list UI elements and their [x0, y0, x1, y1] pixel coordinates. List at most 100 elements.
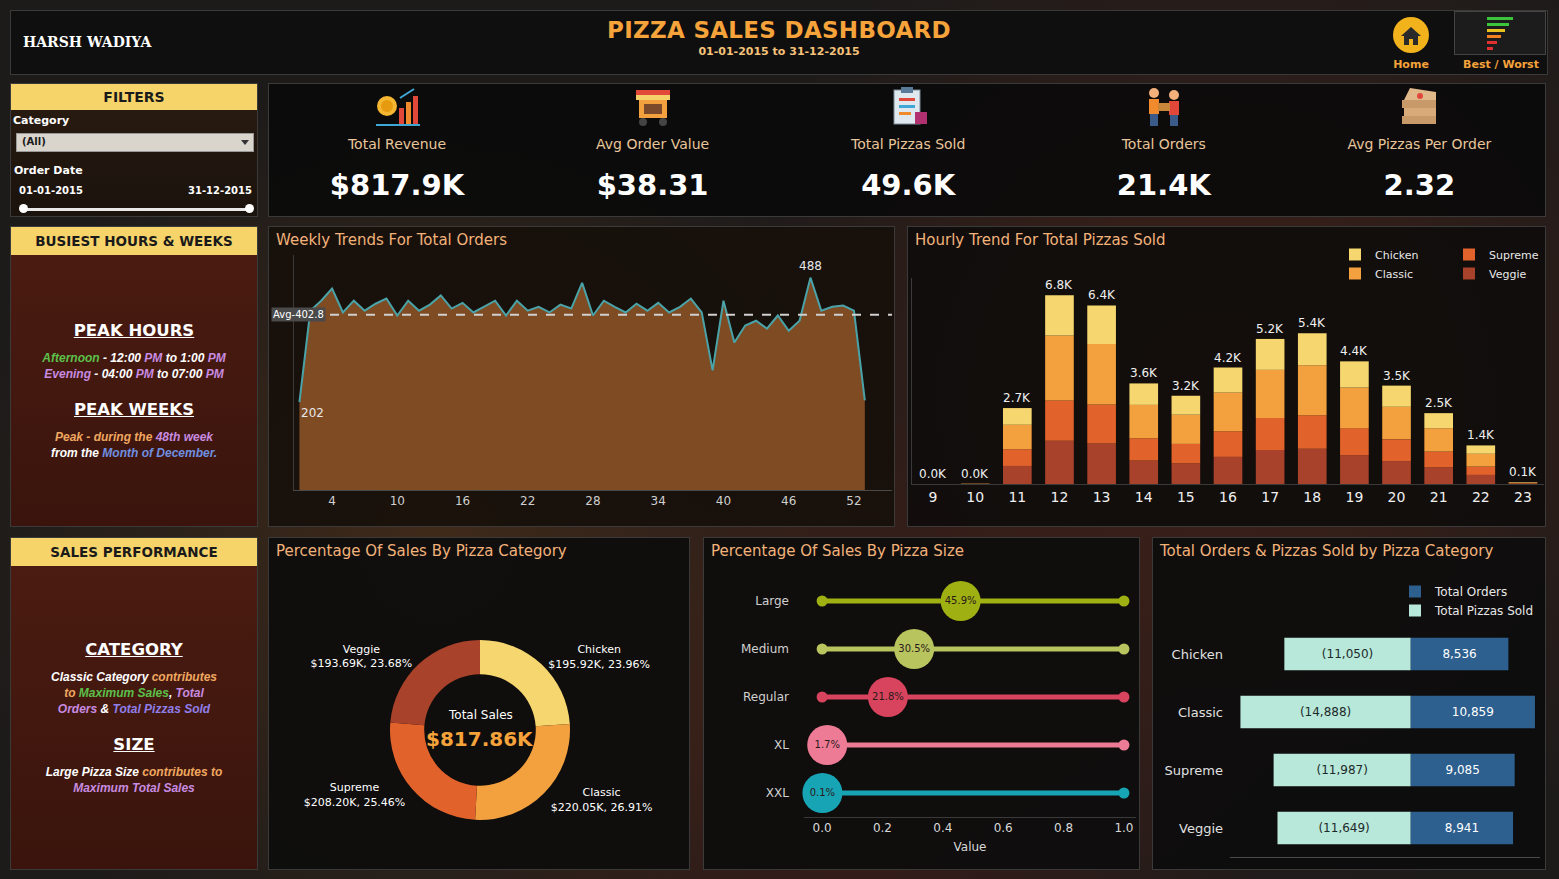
- svg-text:Supreme: Supreme: [1165, 763, 1223, 778]
- svg-text:8,536: 8,536: [1442, 647, 1476, 661]
- svg-text:Veggie: Veggie: [1489, 268, 1526, 281]
- svg-text:2.5K: 2.5K: [1425, 396, 1453, 410]
- svg-text:0.1K: 0.1K: [1509, 465, 1537, 479]
- svg-text:16: 16: [455, 494, 470, 508]
- html-text:21.4K: 21.4K: [1116, 168, 1211, 202]
- html-text:$817.9K: $817.9K: [329, 168, 465, 202]
- svg-text:21: 21: [1430, 489, 1448, 505]
- svg-text:19: 19: [1345, 489, 1363, 505]
- svg-text:6.8K: 6.8K: [1045, 278, 1073, 292]
- svg-text:5.2K: 5.2K: [1256, 322, 1284, 336]
- svg-text:17: 17: [1261, 489, 1279, 505]
- svg-text:(11,987): (11,987): [1317, 763, 1368, 777]
- svg-text:(11,649): (11,649): [1318, 821, 1369, 835]
- svg-text:20: 20: [1388, 489, 1406, 505]
- svg-text:4: 4: [328, 494, 336, 508]
- svg-text:22: 22: [520, 494, 535, 508]
- svg-text:0.6: 0.6: [994, 821, 1013, 835]
- svg-text:$817.86K: $817.86K: [426, 727, 534, 751]
- svg-text:0.2: 0.2: [873, 821, 892, 835]
- svg-text:0.8: 0.8: [1054, 821, 1073, 835]
- html-text:2.32: 2.32: [1383, 168, 1456, 202]
- svg-text:(11,050): (11,050): [1322, 647, 1373, 661]
- svg-text:XL: XL: [774, 738, 789, 752]
- html-text:$38.31: $38.31: [596, 168, 709, 202]
- svg-text:Classic$220.05K, 26.91%: Classic$220.05K, 26.91%: [551, 786, 653, 813]
- svg-text:9: 9: [929, 489, 938, 505]
- svg-text:14: 14: [1135, 489, 1153, 505]
- html-text:Classic Category contributes t: Classic Category contributes to Maximum …: [51, 669, 217, 716]
- svg-text:Percentage Of Sales By Pizza C: Percentage Of Sales By Pizza Category: [276, 542, 567, 560]
- svg-text:11: 11: [1008, 489, 1026, 505]
- svg-text:12: 12: [1051, 489, 1069, 505]
- svg-text:Chicken: Chicken: [1375, 249, 1419, 262]
- svg-text:202: 202: [301, 406, 324, 420]
- svg-text:0.0: 0.0: [813, 821, 832, 835]
- svg-text:15: 15: [1177, 489, 1195, 505]
- svg-text:Classic: Classic: [1375, 268, 1413, 281]
- svg-text:Large: Large: [755, 594, 789, 608]
- svg-text:XXL: XXL: [766, 786, 789, 800]
- svg-text:0.1%: 0.1%: [810, 787, 835, 798]
- svg-text:Medium: Medium: [741, 642, 789, 656]
- svg-text:1.4K: 1.4K: [1467, 428, 1495, 442]
- svg-text:40: 40: [716, 494, 731, 508]
- svg-text:Chicken: Chicken: [1172, 647, 1223, 662]
- svg-text:Supreme: Supreme: [1489, 249, 1539, 262]
- svg-text:28: 28: [585, 494, 600, 508]
- svg-text:0.0K: 0.0K: [961, 467, 989, 481]
- html-text:PEAK HOURS: PEAK HOURS: [73, 320, 195, 340]
- html-text:HARSH WADIYA: HARSH WADIYA: [23, 34, 152, 50]
- html-text:PIZZA SALES DASHBOARD: PIZZA SALES DASHBOARD: [607, 17, 951, 43]
- svg-text:4.4K: 4.4K: [1340, 344, 1368, 358]
- html-text:PEAK WEEKS: PEAK WEEKS: [74, 399, 194, 419]
- svg-text:22: 22: [1472, 489, 1490, 505]
- svg-text:488: 488: [799, 259, 822, 273]
- html-text:49.6K: 49.6K: [861, 168, 956, 202]
- svg-text:Hourly Trend For Total Pizzas: Hourly Trend For Total Pizzas Sold: [915, 231, 1166, 249]
- svg-text:3.2K: 3.2K: [1172, 379, 1200, 393]
- svg-text:Avg-402.8: Avg-402.8: [273, 309, 324, 320]
- svg-text:Total Pizzas Sold: Total Pizzas Sold: [1434, 604, 1533, 618]
- svg-text:52: 52: [846, 494, 861, 508]
- svg-text:9,085: 9,085: [1446, 763, 1480, 777]
- svg-text:Weekly Trends For Total Orders: Weekly Trends For Total Orders: [276, 231, 507, 249]
- svg-text:Classic: Classic: [1178, 705, 1223, 720]
- svg-text:0.4: 0.4: [933, 821, 952, 835]
- svg-text:0.0K: 0.0K: [919, 467, 947, 481]
- svg-text:10,859: 10,859: [1452, 705, 1494, 719]
- svg-text:Veggie$193.69K, 23.68%: Veggie$193.69K, 23.68%: [311, 643, 413, 670]
- svg-text:5.4K: 5.4K: [1298, 316, 1326, 330]
- svg-text:1.0: 1.0: [1114, 821, 1133, 835]
- svg-text:34: 34: [651, 494, 666, 508]
- html-text:CATEGORY: CATEGORY: [85, 639, 183, 659]
- svg-text:Total Sales: Total Sales: [448, 708, 513, 722]
- svg-text:Chicken$195.92K, 23.96%: Chicken$195.92K, 23.96%: [548, 643, 650, 670]
- svg-text:3.6K: 3.6K: [1130, 366, 1158, 380]
- svg-text:Regular: Regular: [743, 690, 789, 704]
- svg-text:6.4K: 6.4K: [1088, 288, 1116, 302]
- svg-text:2.7K: 2.7K: [1003, 391, 1031, 405]
- svg-text:10: 10: [390, 494, 405, 508]
- svg-text:10: 10: [966, 489, 984, 505]
- svg-text:Percentage Of Sales By Pizza S: Percentage Of Sales By Pizza Size: [711, 542, 964, 560]
- svg-text:Total Orders & Pizzas Sold by: Total Orders & Pizzas Sold by Pizza Cate…: [1159, 542, 1493, 560]
- html-text:SIZE: SIZE: [113, 734, 155, 754]
- svg-text:45.9%: 45.9%: [945, 595, 977, 606]
- svg-text:46: 46: [781, 494, 796, 508]
- svg-text:8,941: 8,941: [1445, 821, 1479, 835]
- svg-text:Veggie: Veggie: [1179, 821, 1223, 836]
- svg-text:Value: Value: [954, 840, 987, 854]
- svg-text:Total Orders: Total Orders: [1434, 585, 1507, 599]
- svg-text:30.5%: 30.5%: [898, 643, 930, 654]
- svg-text:(14,888): (14,888): [1300, 705, 1351, 719]
- svg-text:4.2K: 4.2K: [1214, 351, 1242, 365]
- svg-text:18: 18: [1303, 489, 1321, 505]
- svg-text:16: 16: [1219, 489, 1237, 505]
- svg-text:1.7%: 1.7%: [815, 739, 840, 750]
- svg-text:Supreme$208.20K, 25.46%: Supreme$208.20K, 25.46%: [304, 781, 406, 808]
- svg-text:21.8%: 21.8%: [872, 691, 904, 702]
- svg-text:23: 23: [1514, 489, 1532, 505]
- svg-text:13: 13: [1093, 489, 1111, 505]
- svg-text:3.5K: 3.5K: [1383, 369, 1411, 383]
